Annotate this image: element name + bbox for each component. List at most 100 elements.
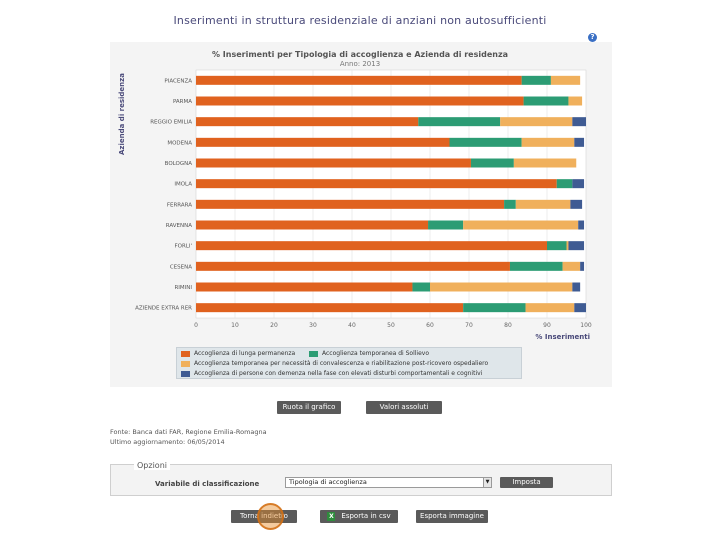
- export-csv-label: Esporta in csv: [341, 512, 391, 520]
- chart-title: % Inserimenti per Tipologia di accoglien…: [211, 50, 509, 59]
- bar-segment: [196, 75, 522, 85]
- legend-swatch: [309, 350, 318, 357]
- source-text: Fonte: Banca dati FAR, Regione Emilia-Ro…: [110, 428, 267, 436]
- x-tick-label: 80: [504, 322, 512, 329]
- source-info: Fonte: Banca dati FAR, Regione Emilia-Ro…: [110, 427, 267, 447]
- bar-segment: [196, 199, 505, 209]
- bar-segment: [574, 137, 585, 147]
- export-csv-button[interactable]: X Esporta in csv: [320, 510, 398, 523]
- bar-segment: [570, 199, 583, 209]
- legend-swatch: [181, 370, 190, 377]
- bar-segment: [196, 282, 413, 292]
- category-label: FORLI': [174, 244, 192, 250]
- bar-segment: [196, 96, 524, 106]
- bar-segment: [449, 137, 522, 147]
- bar-segment: [513, 158, 577, 168]
- legend-label: Accoglienza di persone con demenza nella…: [194, 370, 483, 377]
- bar-segment: [568, 96, 583, 106]
- legend-item-dementia[interactable]: Accoglienza di persone con demenza nella…: [181, 370, 482, 377]
- chevron-down-icon[interactable]: ▼: [483, 478, 491, 487]
- x-tick-label: 90: [543, 322, 551, 329]
- cursor-highlight: [257, 503, 284, 530]
- x-axis-title: % Inserimenti: [535, 333, 590, 341]
- x-tick-label: 0: [194, 322, 198, 329]
- legend-item-convalescence[interactable]: Accoglienza temporanea per necessità di …: [181, 360, 488, 367]
- bar-segment: [463, 220, 579, 230]
- category-label: CESENA: [170, 264, 192, 270]
- absolute-values-button[interactable]: Valori assoluti: [366, 401, 442, 414]
- bar-segment: [523, 96, 569, 106]
- category-label: PARMA: [173, 99, 192, 105]
- bar-segment: [196, 303, 464, 313]
- bar-segment: [196, 241, 547, 251]
- bar-segment: [578, 220, 585, 230]
- bar-segment: [196, 261, 510, 271]
- updated-text: Ultimo aggiornamento: 06/05/2014: [110, 438, 225, 446]
- bar-segment: [196, 117, 419, 127]
- bar-segment: [418, 117, 501, 127]
- x-tick-label: 20: [270, 322, 278, 329]
- rotate-chart-button[interactable]: Ruota il grafico: [277, 401, 341, 414]
- bar-segment: [521, 75, 551, 85]
- category-label: PIACENZA: [164, 78, 192, 84]
- bar-segment: [500, 117, 573, 127]
- page-title: Inserimenti in struttura residenziale di…: [173, 14, 547, 27]
- chart-legend: Accoglienza di lunga permanenza Accoglie…: [176, 347, 522, 379]
- bar-segment: [572, 117, 586, 127]
- category-label: IMOLA: [174, 182, 192, 188]
- legend-swatch: [181, 350, 190, 357]
- bar-segment: [568, 241, 585, 251]
- bar-segment: [521, 137, 575, 147]
- x-tick-label: 10: [231, 322, 239, 329]
- legend-label: Accoglienza temporanea per necessità di …: [194, 360, 489, 367]
- bar-segment: [572, 282, 581, 292]
- sort-variable-label: Variabile di classificazione: [155, 480, 260, 488]
- bar-segment: [574, 303, 586, 313]
- bar-segment: [428, 220, 464, 230]
- category-label: RAVENNA: [166, 223, 192, 229]
- bar-segment: [547, 241, 567, 251]
- bar-segment: [470, 158, 514, 168]
- legend-item-long-stay[interactable]: Accoglienza di lunga permanenza: [181, 350, 295, 357]
- category-label: RIMINI: [174, 285, 192, 291]
- category-label: MODENA: [167, 140, 192, 146]
- x-tick-label: 70: [465, 322, 473, 329]
- legend-swatch: [181, 360, 190, 367]
- category-label: AZIENDE EXTRA RER: [135, 306, 192, 312]
- bar-segment: [430, 282, 573, 292]
- category-label: BOLOGNA: [165, 161, 193, 167]
- bar-segment: [509, 261, 563, 271]
- bar-segment: [196, 220, 429, 230]
- help-icon[interactable]: ?: [588, 33, 597, 42]
- export-image-button[interactable]: Esporta immagine: [416, 510, 488, 523]
- options-legend: Opzioni: [134, 461, 170, 470]
- bar-segment: [550, 75, 581, 85]
- bar-segment: [515, 199, 571, 209]
- bar-segment: [525, 303, 575, 313]
- bar-segment: [504, 199, 516, 209]
- x-tick-label: 60: [426, 322, 434, 329]
- bar-segment: [463, 303, 526, 313]
- bar-segment: [566, 241, 569, 251]
- bar-segment: [196, 179, 557, 189]
- category-label: REGGIO EMILIA: [150, 120, 192, 126]
- x-tick-label: 50: [387, 322, 395, 329]
- bar-segment: [556, 179, 573, 189]
- apply-button[interactable]: Imposta: [500, 477, 553, 488]
- bar-segment: [412, 282, 430, 292]
- x-tick-label: 30: [309, 322, 317, 329]
- bar-segment: [196, 158, 471, 168]
- chart-subtitle: Anno: 2013: [339, 60, 381, 68]
- category-label: FERRARA: [167, 202, 192, 208]
- bar-segment: [196, 137, 450, 147]
- excel-icon: X: [327, 512, 336, 521]
- legend-item-relief[interactable]: Accoglienza temporanea di Sollievo: [309, 350, 429, 357]
- sort-variable-value: Tipologia di accoglienza: [289, 478, 367, 486]
- legend-label: Accoglienza di lunga permanenza: [194, 350, 296, 357]
- legend-label: Accoglienza temporanea di Sollievo: [322, 350, 430, 357]
- sort-variable-select[interactable]: Tipologia di accoglienza ▼: [285, 477, 492, 488]
- bar-segment: [580, 261, 585, 271]
- x-tick-label: 100: [580, 322, 592, 329]
- bar-segment: [572, 179, 585, 189]
